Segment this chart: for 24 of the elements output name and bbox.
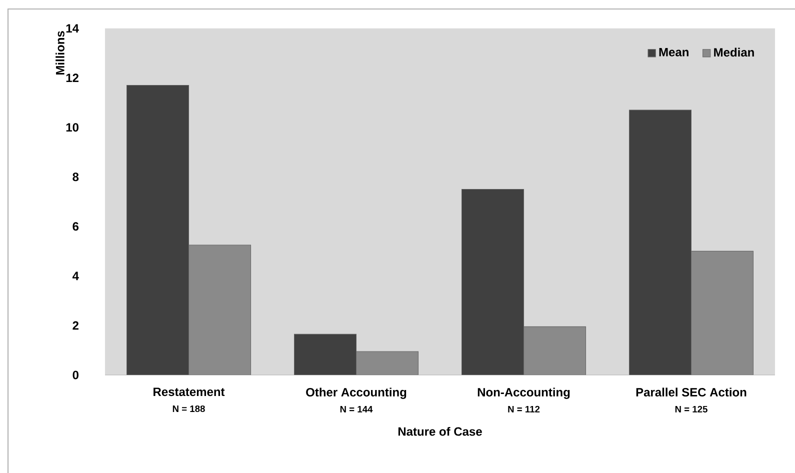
- text: N = 112: [508, 406, 540, 412]
- text: N = 125: [675, 406, 708, 412]
- x-tick-label: Restatement: [154, 388, 225, 396]
- x-tick-label: Non-Accounting: [478, 388, 570, 399]
- x-tick-label: Parallel SEC Action: [636, 388, 746, 397]
- y-tick-label: 6: [72, 222, 79, 231]
- text: N = 144: [340, 406, 373, 412]
- legend-label: Mean: [659, 48, 688, 56]
- bar: [188, 244, 252, 375]
- y-tick-label: 12: [66, 74, 78, 82]
- y-tick-label: 4: [72, 272, 79, 280]
- y-tick-label: 2: [72, 321, 78, 330]
- x-axis-title: Nature of Case: [398, 426, 482, 436]
- bar: [523, 326, 586, 375]
- x-tick-label: Other Accounting: [306, 388, 406, 399]
- y-axis-title: Millions: [56, 31, 64, 75]
- y-tick-label: 8: [72, 172, 79, 182]
- y-tick-label: 10: [66, 123, 78, 132]
- bar: [690, 250, 754, 375]
- legend-label: Median: [714, 48, 754, 57]
- y-tick-label: 0: [72, 370, 78, 380]
- text: N = 188: [172, 405, 205, 412]
- bar: [356, 351, 419, 375]
- y-tick-label: 14: [66, 24, 79, 32]
